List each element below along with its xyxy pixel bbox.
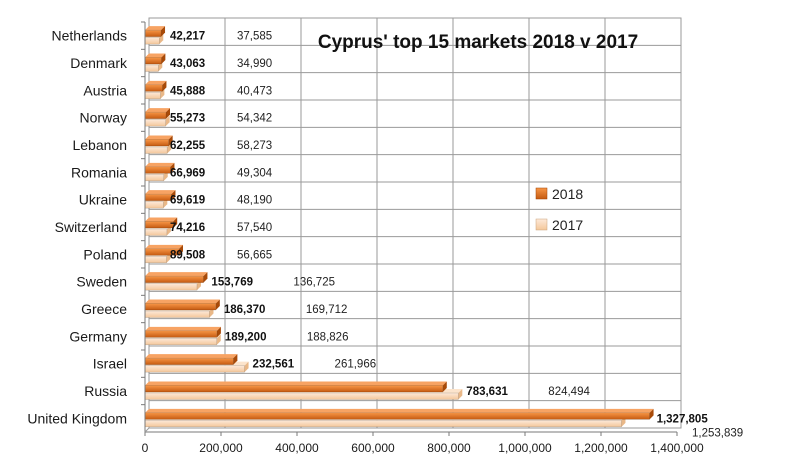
data-label-2018: 232,561 xyxy=(253,359,295,371)
category-label: Russia xyxy=(84,383,127,399)
category-label: Greece xyxy=(81,301,127,317)
data-label-2017: 54,342 xyxy=(237,113,272,125)
category-label: Norway xyxy=(80,110,127,126)
bar-2018 xyxy=(144,135,173,147)
category-label: Romania xyxy=(71,164,127,180)
legend-label-2018: 2018 xyxy=(552,186,583,202)
data-label-2017: 57,540 xyxy=(237,222,272,234)
category-label: Austria xyxy=(83,82,127,98)
category-label: Israel xyxy=(93,356,127,372)
bar-2018 xyxy=(144,354,238,365)
data-label-2017: 48,190 xyxy=(237,195,272,207)
data-label-2018: 66,969 xyxy=(170,167,205,179)
bar-2018 xyxy=(144,326,221,338)
x-tick-label: 800,000 xyxy=(427,441,471,455)
category-label: Netherlands xyxy=(52,28,128,44)
category-label: Poland xyxy=(83,246,127,262)
x-tick-label: 1,400,000 xyxy=(650,441,704,455)
category-label: Germany xyxy=(69,328,127,344)
category-label: Lebanon xyxy=(72,137,127,153)
axes: 0 200,000 400,000 600,000 800,000 1,000,000 1,… xyxy=(27,21,704,455)
legend-swatch-2017 xyxy=(535,218,548,231)
legend-label-2017: 2017 xyxy=(552,217,583,233)
x-tick-label: 1,000,000 xyxy=(498,441,552,455)
data-labels: 42,217 37,585 43,063 34,990 45,888 40,473 55,2… xyxy=(170,31,743,440)
data-label-2017: 169,712 xyxy=(306,304,348,316)
bar-2018 xyxy=(144,381,447,393)
data-label-2017: 37,585 xyxy=(237,31,272,43)
bar-2018 xyxy=(144,26,166,37)
data-label-2017: 49,304 xyxy=(237,167,273,179)
data-label-2018: 55,273 xyxy=(170,113,205,125)
data-label-2017: 824,494 xyxy=(548,386,590,398)
x-tick-label: 600,000 xyxy=(351,441,395,455)
plot-area xyxy=(148,17,682,429)
gridlines xyxy=(148,17,682,429)
legend: 2018 2017 xyxy=(535,186,583,233)
data-label-2018: 43,063 xyxy=(170,58,205,70)
data-label-2017: 56,665 xyxy=(237,249,272,261)
data-label-2017: 58,273 xyxy=(237,140,272,152)
data-label-2018: 1,327,805 xyxy=(657,413,709,425)
chart-title: Cyprus' top 15 markets 2018 v 2017 xyxy=(318,32,638,53)
data-label-2018: 42,217 xyxy=(170,31,205,43)
category-label: United Kingdom xyxy=(27,410,127,426)
bar-2018 xyxy=(144,272,208,283)
bar-2018 xyxy=(144,108,171,119)
data-label-2017: 188,826 xyxy=(307,331,349,343)
data-label-2017: 1,253,839 xyxy=(692,427,743,439)
bar-2018 xyxy=(144,190,176,201)
x-tick-label: 200,000 xyxy=(199,441,243,455)
category-label: Sweden xyxy=(76,274,127,290)
data-label-2017: 40,473 xyxy=(237,85,272,97)
data-label-2018: 45,888 xyxy=(170,85,206,97)
category-label: Switzerland xyxy=(55,219,127,235)
data-label-2018: 186,370 xyxy=(224,304,266,316)
data-label-2018: 62,255 xyxy=(170,140,206,152)
floor-edge xyxy=(144,427,150,433)
category-label: Denmark xyxy=(70,55,128,71)
x-tick-label: 1,200,000 xyxy=(574,441,628,455)
category-label: Ukraine xyxy=(79,192,127,208)
data-label-2018: 74,216 xyxy=(170,222,205,234)
x-tick-label: 0 xyxy=(142,441,149,455)
data-label-2017: 136,725 xyxy=(293,277,335,289)
data-label-2017: 34,990 xyxy=(237,58,272,70)
bar-2018 xyxy=(144,244,184,256)
legend-swatch-2018 xyxy=(535,187,548,200)
bar-2018 xyxy=(144,299,220,311)
x-tick-label: 400,000 xyxy=(275,441,319,455)
data-label-2017: 261,966 xyxy=(335,359,377,371)
bar-2018 xyxy=(144,408,654,420)
data-label-2018: 189,200 xyxy=(225,331,267,343)
bar-2018 xyxy=(144,80,167,92)
data-label-2018: 69,619 xyxy=(170,195,205,207)
bar-2018 xyxy=(144,53,166,65)
data-label-2018: 89,508 xyxy=(170,249,206,261)
data-label-2018: 153,769 xyxy=(211,277,253,289)
bar-2018 xyxy=(144,217,178,229)
data-label-2018: 783,631 xyxy=(466,386,508,398)
